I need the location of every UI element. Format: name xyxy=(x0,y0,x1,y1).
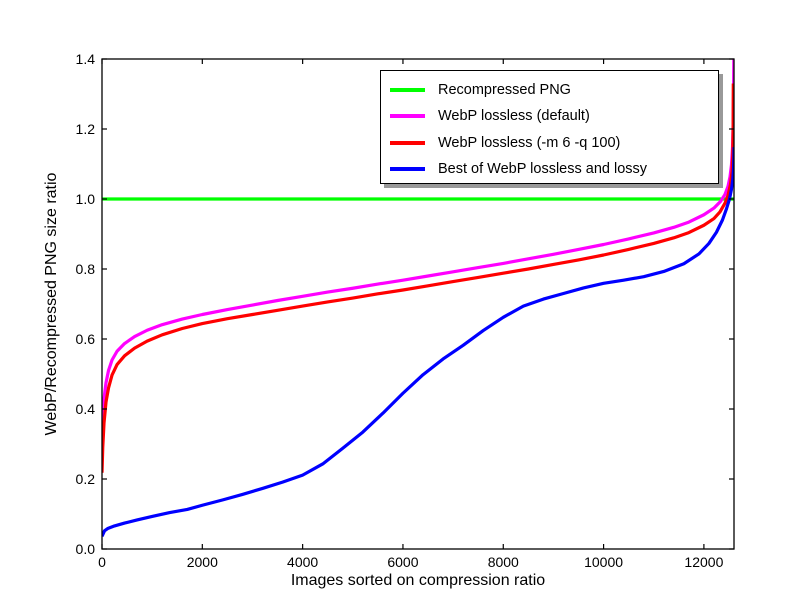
legend-swatch-green xyxy=(390,87,425,92)
y-tick-label: 0.6 xyxy=(76,331,96,347)
legend-label: WebP lossless (-m 6 -q 100) xyxy=(438,134,621,151)
legend-label: Recompressed PNG xyxy=(438,81,571,98)
x-tick-label: 0 xyxy=(98,554,106,570)
x-tick-label: 4000 xyxy=(287,554,318,570)
y-tick-label: 1.0 xyxy=(76,191,96,207)
legend-item-webp-lossless-default: WebP lossless (default) xyxy=(381,104,718,129)
y-axis-label: WebP/Recompressed PNG size ratio xyxy=(43,172,60,436)
x-tick-label: 2000 xyxy=(187,554,218,570)
y-tick-label: 1.4 xyxy=(76,51,96,67)
y-tick-label: 0.8 xyxy=(76,261,96,277)
y-tick-label: 0.0 xyxy=(76,541,96,557)
series-line-2 xyxy=(102,83,734,473)
y-tick-label: 1.2 xyxy=(76,121,96,137)
legend-label: Best of WebP lossless and lossy xyxy=(438,161,648,177)
x-tick-label: 6000 xyxy=(387,554,418,570)
x-tick-label: 8000 xyxy=(488,554,519,570)
legend-label: WebP lossless (default) xyxy=(438,108,590,124)
axes-frame xyxy=(101,58,735,550)
y-tick-label: 0.4 xyxy=(76,401,96,417)
legend-item-recompressed-png: Recompressed PNG xyxy=(381,77,718,102)
legend-item-webp-lossless-m6q100: WebP lossless (-m 6 -q 100) xyxy=(381,130,718,155)
legend-swatch-blue xyxy=(390,167,425,171)
legend-swatch-magenta xyxy=(390,114,425,118)
x-tick-label: 12000 xyxy=(684,554,723,570)
legend-item-best-of-webp: Best of WebP lossless and lossy xyxy=(381,157,718,182)
legend: Recompressed PNG WebP lossless (default)… xyxy=(380,70,719,184)
x-tick-label: 10000 xyxy=(584,554,623,570)
legend-swatch-red xyxy=(390,140,425,145)
y-tick-label: 0.2 xyxy=(76,471,96,487)
series-line-1 xyxy=(102,58,734,446)
x-axis-label: Images sorted on compression ratio xyxy=(290,572,546,589)
series-line-3 xyxy=(102,147,734,538)
